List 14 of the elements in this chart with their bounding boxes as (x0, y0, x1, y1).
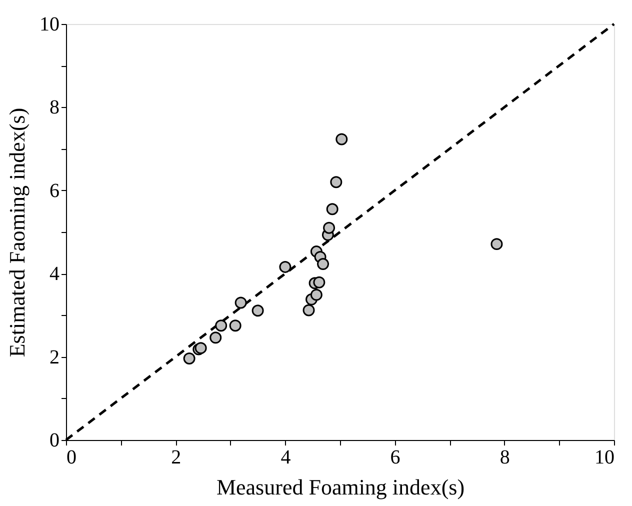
y-tick-label: 10 (40, 14, 60, 36)
y-tick-label: 8 (50, 96, 60, 119)
x-tick-label: 8 (500, 446, 510, 468)
x-tick-label: 6 (390, 446, 400, 468)
x-tick-label: 0 (66, 446, 76, 468)
y-tick-label: 4 (50, 263, 60, 286)
x-tick-label: 2 (171, 446, 182, 468)
y-tick-label: 6 (50, 180, 60, 202)
y-tick-label: 2 (50, 346, 60, 368)
x-tick-label: 10 (594, 446, 614, 468)
x-tick-label: 4 (280, 446, 291, 468)
y-tick-label: 0 (50, 430, 60, 452)
y-axis-title: Estimated Faoming index(s) (4, 108, 30, 358)
x-axis-title: Measured Foaming index(s) (216, 474, 465, 500)
